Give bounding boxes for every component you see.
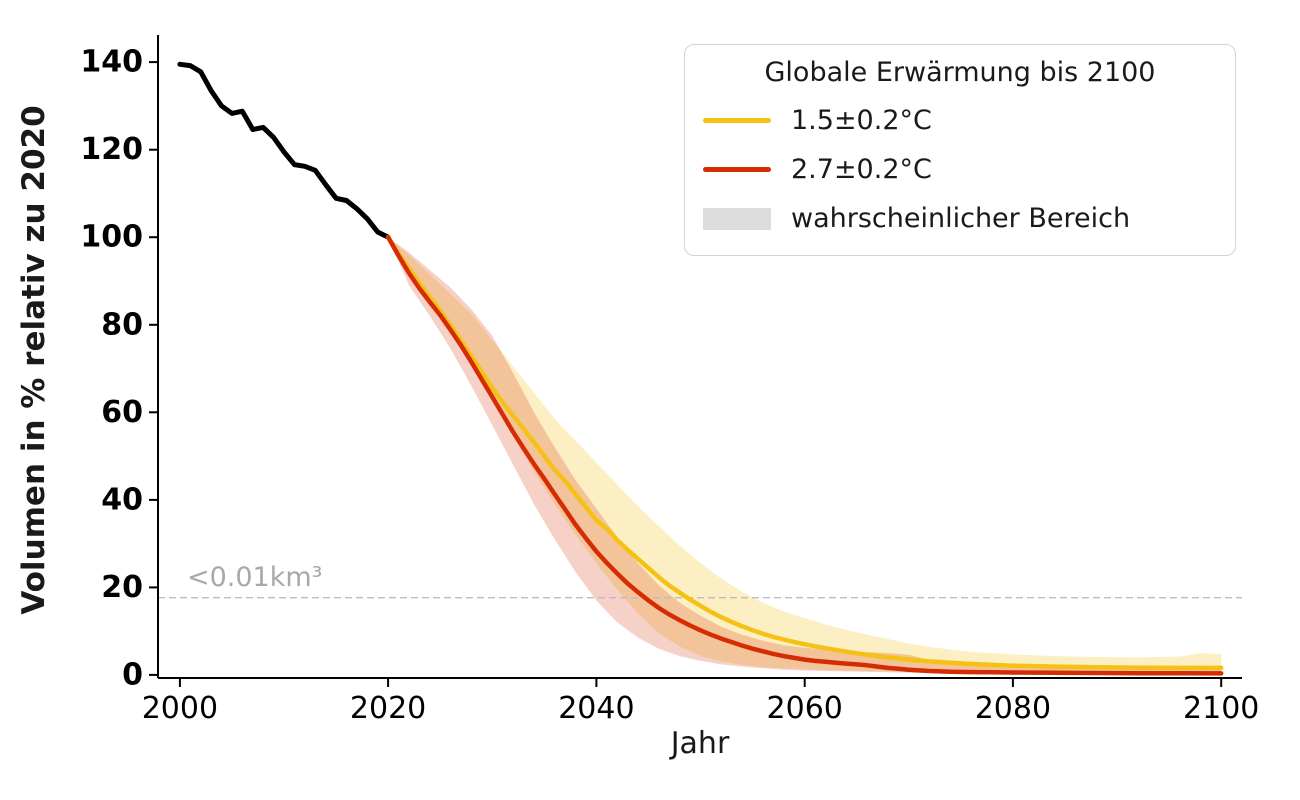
legend-swatch-range-patch <box>703 207 771 230</box>
y-tick-label: 60 <box>101 395 143 430</box>
y-tick-label: 80 <box>101 307 143 342</box>
x-tick-label: 2020 <box>350 691 426 726</box>
legend-title: Globale Erwärmung bis 2100 <box>764 57 1156 88</box>
y-tick-label: 0 <box>122 657 143 692</box>
x-axis-label: Jahr <box>670 726 730 761</box>
legend-swatch-2p7-line <box>703 167 771 172</box>
warming-2p7-band <box>388 237 1222 675</box>
y-tick-label: 120 <box>80 132 143 167</box>
legend: Globale Erwärmung bis 2100 1.5±0.2°C 2.7… <box>684 44 1236 256</box>
y-tick-label: 100 <box>80 220 143 255</box>
x-tick-label: 2100 <box>1183 691 1259 726</box>
y-tick-label: 140 <box>80 45 143 80</box>
legend-label-range: wahrscheinlicher Bereich <box>791 203 1131 234</box>
x-tick-label: 2040 <box>558 691 634 726</box>
historical-line <box>177 61 391 240</box>
x-tick-label: 2080 <box>975 691 1051 726</box>
legend-swatch-1p5-line <box>703 118 771 123</box>
warming-1p5-band <box>388 237 1222 674</box>
legend-entry-range: wahrscheinlicher Bereich <box>703 194 1217 243</box>
legend-label-1p5: 1.5±0.2°C <box>791 105 932 136</box>
x-tick-label: 2060 <box>767 691 843 726</box>
warming-2p7-line <box>385 234 1224 676</box>
warming-1p5-line <box>385 234 1224 671</box>
legend-entry-1p5: 1.5±0.2°C <box>703 96 1217 145</box>
legend-entry-2p7: 2.7±0.2°C <box>703 145 1217 194</box>
x-tick-label: 2000 <box>142 691 218 726</box>
legend-label-2p7: 2.7±0.2°C <box>791 154 932 185</box>
y-axis-label: Volumen in % relativ zu 2020 <box>16 105 52 615</box>
threshold-annotation: <0.01km³ <box>187 562 323 593</box>
y-tick-label: 20 <box>101 570 143 605</box>
y-tick-label: 40 <box>101 482 143 517</box>
